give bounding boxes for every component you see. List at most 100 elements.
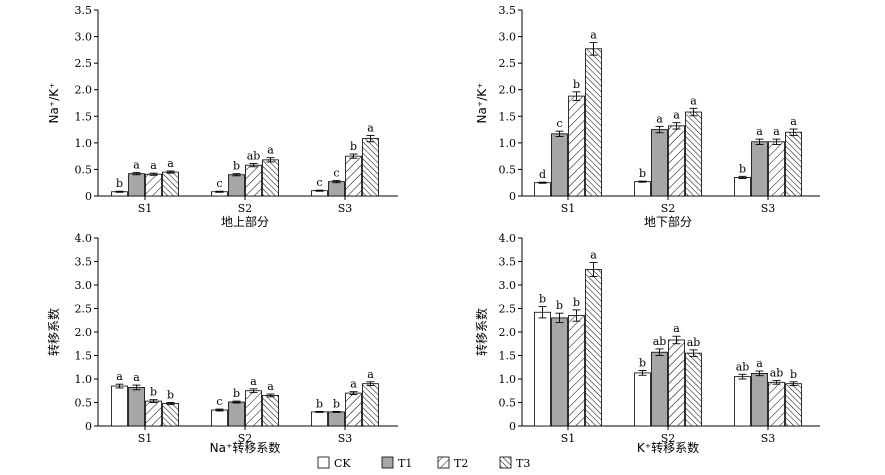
significance-letter: a <box>773 125 780 138</box>
x-axis-label: 地上部分 <box>221 214 269 229</box>
significance-letter: a <box>116 370 123 383</box>
y-tick-label: 1.5 <box>75 350 93 363</box>
significance-letter: b <box>790 368 797 381</box>
y-axis-label: Na⁺/K⁺ <box>475 83 489 124</box>
y-tick-label: 1.0 <box>75 373 93 386</box>
x-tick-label: S1 <box>138 432 153 445</box>
y-tick-label: 2.5 <box>499 303 517 316</box>
bar-t3-s1 <box>585 269 602 427</box>
y-tick-label: 4.0 <box>75 232 93 245</box>
y-tick-label: 0 <box>85 420 92 433</box>
bar-t3-s3 <box>785 131 802 197</box>
significance-letter: ab <box>770 366 784 379</box>
y-tick-label: 2.5 <box>499 57 517 70</box>
y-tick-label: 1.5 <box>499 110 517 123</box>
significance-letter: b <box>233 387 240 400</box>
bar-ck-s3 <box>734 176 751 197</box>
bar-t1-s2 <box>651 351 668 427</box>
bar-t1-s3 <box>328 181 345 197</box>
legend-swatch-t2 <box>437 456 450 469</box>
x-tick-label: S3 <box>338 202 353 215</box>
bar-t1-s3 <box>751 141 768 197</box>
bar-t1-s1 <box>128 173 145 197</box>
bar-t3-s2 <box>685 111 702 197</box>
x-tick-label: S2 <box>238 432 253 445</box>
x-tick-label: S3 <box>761 432 776 445</box>
y-tick-label: 2.0 <box>75 326 93 339</box>
bar-t3-s2 <box>262 395 279 427</box>
y-tick-label: 1.0 <box>499 373 517 386</box>
significance-letter: a <box>690 94 697 107</box>
bar-t1-s2 <box>228 401 245 427</box>
bar-t2-s2 <box>245 390 262 427</box>
significance-letter: a <box>267 380 274 393</box>
x-tick-label: S3 <box>338 432 353 445</box>
y-tick-label: 4.0 <box>499 232 517 245</box>
legend-swatch-t1 <box>381 456 394 469</box>
bar-t2-s2 <box>245 164 262 197</box>
panel-top-right: 00.51.01.52.02.53.03.5S1 S2 S3d b bc aabaaaaa… <box>475 4 820 229</box>
significance-letter: a <box>790 115 797 128</box>
legend-swatch-ck <box>317 456 330 469</box>
y-tick-label: 0 <box>85 190 92 203</box>
significance-letter: c <box>316 176 322 189</box>
y-tick-label: 3.5 <box>499 4 517 17</box>
bar-t3-s3 <box>362 383 379 427</box>
bar-t2-s1 <box>568 315 585 427</box>
significance-letter: c <box>556 117 562 130</box>
significance-letter: b <box>333 397 340 410</box>
significance-letter: b <box>539 293 546 306</box>
bar-t3-s2 <box>685 352 702 427</box>
bar-ck-s3 <box>311 411 328 427</box>
x-tick-label: S1 <box>561 202 576 215</box>
x-tick-label: S1 <box>561 432 576 445</box>
significance-letter: a <box>590 248 597 261</box>
significance-letter: a <box>267 144 274 157</box>
significance-letter: a <box>167 157 174 170</box>
bar-ck-s1 <box>111 385 128 427</box>
significance-letter: b <box>116 177 123 190</box>
y-tick-label: 3.5 <box>499 256 517 269</box>
significance-letter: b <box>167 389 174 402</box>
bar-ck-s1 <box>534 182 551 197</box>
significance-letter: b <box>639 357 646 370</box>
significance-letter: b <box>350 140 357 153</box>
bar-t3-s1 <box>162 171 179 197</box>
x-axis-label: 地下部分 <box>644 214 692 229</box>
significance-letter: a <box>133 371 140 384</box>
bar-t3-s1 <box>585 48 602 197</box>
bar-t2-s2 <box>668 339 685 427</box>
y-tick-label: 0.5 <box>75 163 93 176</box>
bar-t1-s1 <box>551 133 568 197</box>
legend-label-ck: CK <box>334 457 351 470</box>
y-tick-label: 3.5 <box>75 256 93 269</box>
legend: CK T1 T2 T3 <box>317 456 530 470</box>
bar-t1-s1 <box>128 387 145 427</box>
bar-t2-s1 <box>568 95 585 197</box>
y-tick-label: 2.5 <box>75 57 93 70</box>
bar-t2-s2 <box>668 125 685 197</box>
x-tick-label: S3 <box>761 202 776 215</box>
x-axis-label: Na⁺转移系数 <box>210 440 281 455</box>
significance-letter: b <box>573 78 580 91</box>
significance-letter: a <box>367 368 374 381</box>
bar-ck-s3 <box>734 376 751 427</box>
bar-t1-s2 <box>228 174 245 197</box>
significance-letter: b <box>150 386 157 399</box>
y-tick-label: 0.5 <box>499 397 517 410</box>
significance-letter: b <box>639 167 646 180</box>
x-tick-label: S2 <box>661 432 676 445</box>
significance-letter: ab <box>247 150 261 163</box>
legend-swatch-t3 <box>499 456 512 469</box>
y-tick-label: 3.0 <box>75 31 93 44</box>
y-tick-label: 0 <box>509 190 516 203</box>
significance-letter: b <box>233 160 240 173</box>
panel-top-left: 00.51.01.52.02.53.03.5S1 S2 S3b c ca bcaabbaa… <box>47 4 398 229</box>
bar-t3-s3 <box>362 138 379 197</box>
bar-ck-s2 <box>211 409 228 427</box>
y-tick-label: 1.0 <box>499 137 517 150</box>
bar-t1-s3 <box>328 411 345 427</box>
